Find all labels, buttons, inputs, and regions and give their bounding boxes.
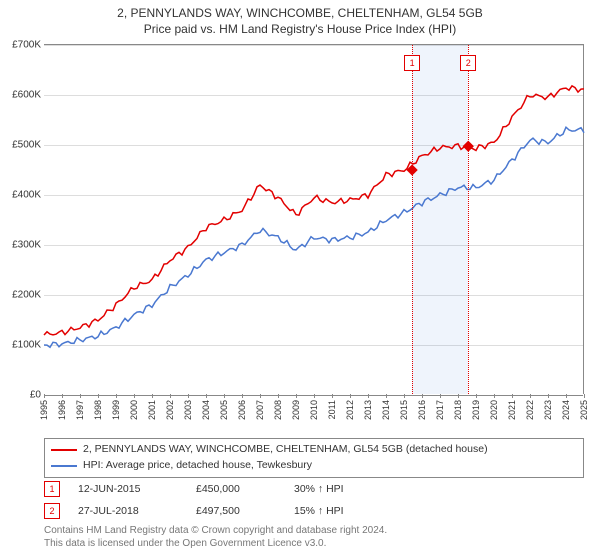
- x-tick-label: 2016: [417, 400, 427, 420]
- sale-price: £497,500: [196, 505, 276, 517]
- y-tick-label: £100K: [12, 340, 41, 351]
- sale-price: £450,000: [196, 483, 276, 495]
- sale-date: 12-JUN-2015: [78, 483, 178, 495]
- x-tick-label: 2022: [525, 400, 535, 420]
- title-block: 2, PENNYLANDS WAY, WINCHCOMBE, CHELTENHA…: [0, 0, 600, 36]
- x-tick-label: 2000: [129, 400, 139, 420]
- y-tick-label: £400K: [12, 190, 41, 201]
- marker-box-icon: 2: [44, 503, 60, 519]
- x-tick-label: 2002: [165, 400, 175, 420]
- x-tick-label: 2017: [435, 400, 445, 420]
- x-tick-label: 2015: [399, 400, 409, 420]
- legend-row: HPI: Average price, detached house, Tewk…: [51, 458, 577, 474]
- x-tick-label: 2020: [489, 400, 499, 420]
- x-tick-label: 2003: [183, 400, 193, 420]
- x-tick-label: 2005: [219, 400, 229, 420]
- x-tick-label: 1997: [75, 400, 85, 420]
- x-tick-label: 2011: [327, 400, 337, 419]
- x-tick-label: 1996: [57, 400, 67, 420]
- legend-row: 2, PENNYLANDS WAY, WINCHCOMBE, CHELTENHA…: [51, 442, 577, 458]
- y-tick-label: £500K: [12, 140, 41, 151]
- y-tick-label: £0: [30, 390, 41, 401]
- y-tick-label: £600K: [12, 90, 41, 101]
- x-axis: 1995199619971998199920002001200220032004…: [44, 394, 584, 434]
- x-tick-label: 2024: [561, 400, 571, 420]
- series-hpi: [44, 127, 584, 347]
- x-tick-label: 2012: [345, 400, 355, 420]
- x-tick-label: 2001: [147, 400, 157, 420]
- legend-swatch-icon: [51, 465, 77, 467]
- x-tick-label: 2014: [381, 400, 391, 420]
- x-tick-label: 2025: [579, 400, 589, 420]
- x-tick-label: 2009: [291, 400, 301, 420]
- legend-label: 2, PENNYLANDS WAY, WINCHCOMBE, CHELTENHA…: [83, 442, 488, 458]
- x-tick-label: 1999: [111, 400, 121, 420]
- table-row: 2 27-JUL-2018 £497,500 15% ↑ HPI: [44, 500, 584, 522]
- chart-subtitle: Price paid vs. HM Land Registry's House …: [0, 22, 600, 36]
- x-tick-label: 2004: [201, 400, 211, 420]
- y-tick-label: £700K: [12, 40, 41, 51]
- y-tick-label: £300K: [12, 240, 41, 251]
- table-row: 1 12-JUN-2015 £450,000 30% ↑ HPI: [44, 478, 584, 500]
- legend-swatch-icon: [51, 449, 77, 451]
- x-tick-label: 2007: [255, 400, 265, 420]
- footer-attribution: Contains HM Land Registry data © Crown c…: [44, 524, 387, 550]
- x-tick-label: 2021: [507, 400, 517, 420]
- chart-container: 2, PENNYLANDS WAY, WINCHCOMBE, CHELTENHA…: [0, 0, 600, 560]
- chart-marker-box: 2: [460, 55, 476, 71]
- y-tick-label: £200K: [12, 290, 41, 301]
- plot-area: £0£100K£200K£300K£400K£500K£600K£700K 12: [44, 44, 584, 394]
- x-tick-label: 2018: [453, 400, 463, 420]
- legend-box: 2, PENNYLANDS WAY, WINCHCOMBE, CHELTENHA…: [44, 438, 584, 478]
- chart-marker-box: 1: [404, 55, 420, 71]
- x-tick-label: 1995: [39, 400, 49, 420]
- x-tick-label: 2010: [309, 400, 319, 420]
- chart-title: 2, PENNYLANDS WAY, WINCHCOMBE, CHELTENHA…: [0, 6, 600, 20]
- x-tick-label: 2008: [273, 400, 283, 420]
- x-tick-label: 2023: [543, 400, 553, 420]
- line-plot-svg: [44, 45, 584, 395]
- sale-pct: 30% ↑ HPI: [294, 483, 384, 495]
- x-tick-label: 2019: [471, 400, 481, 420]
- sale-pct: 15% ↑ HPI: [294, 505, 384, 517]
- legend-label: HPI: Average price, detached house, Tewk…: [83, 458, 312, 474]
- marker-box-icon: 1: [44, 481, 60, 497]
- x-tick-label: 1998: [93, 400, 103, 420]
- sales-table: 1 12-JUN-2015 £450,000 30% ↑ HPI 2 27-JU…: [44, 478, 584, 522]
- series-property: [44, 86, 584, 335]
- x-tick-label: 2013: [363, 400, 373, 420]
- x-tick-label: 2006: [237, 400, 247, 420]
- sale-date: 27-JUL-2018: [78, 505, 178, 517]
